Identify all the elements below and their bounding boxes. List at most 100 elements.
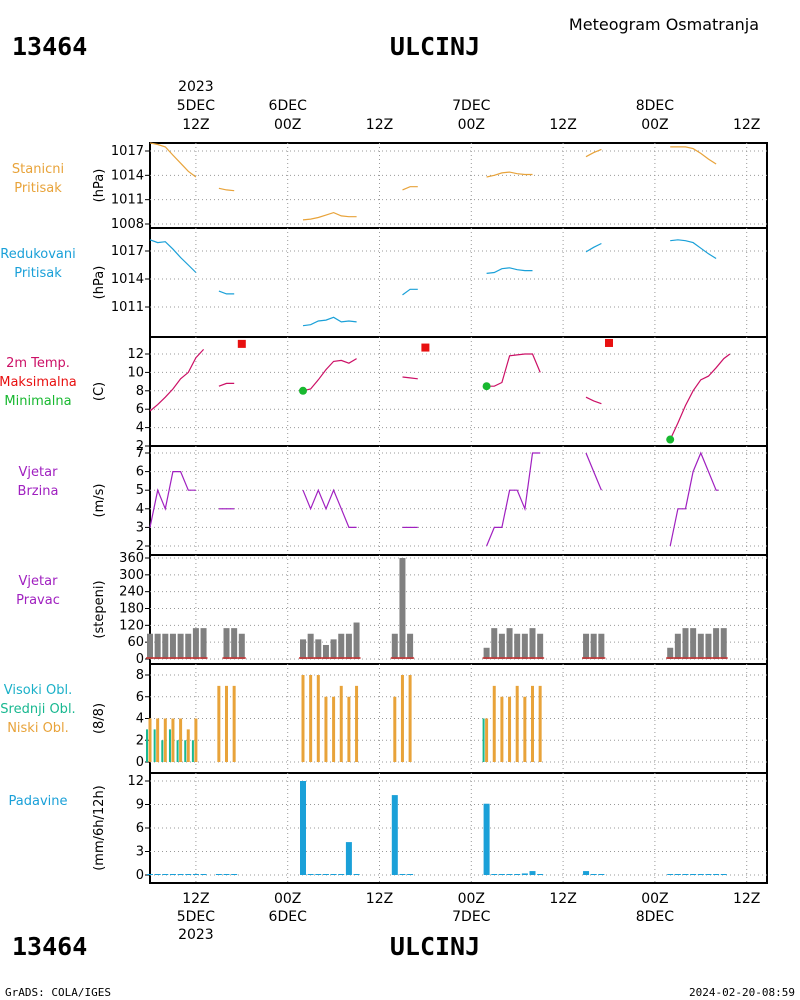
bar-mark: [485, 718, 489, 762]
y-tick-label: 360: [119, 551, 144, 566]
series-temperature: [149, 348, 731, 440]
bar-mark: [598, 874, 605, 875]
bar-mark: [332, 696, 336, 762]
bar-mark: [483, 647, 490, 659]
bar-mark: [223, 628, 230, 659]
panel-clouds: 8 6 4 2 0 (8/8) Visoki Obl. Srednji Obl. Niski O…: [0, 663, 768, 774]
bar-mark: [153, 729, 156, 762]
bar-mark: [713, 874, 720, 875]
y-tick-label: 300: [119, 568, 144, 583]
bar-mark: [345, 633, 352, 659]
bar-mark: [315, 874, 322, 875]
station-id-bottom: 13464: [12, 932, 87, 961]
panel-label: Maksimalna: [0, 375, 77, 390]
time-label-hour: 12Z: [733, 891, 760, 907]
bar-mark: [300, 639, 306, 659]
bar-mark: [147, 874, 153, 875]
bar-mark: [408, 675, 412, 762]
time-label-hour: 00Z: [641, 891, 668, 907]
bar-mark: [491, 628, 498, 659]
bar-mark: [355, 685, 359, 762]
bar-mark: [316, 675, 320, 762]
y-tick-label: 4: [136, 421, 144, 436]
panel-label: Srednji Obl.: [0, 702, 75, 717]
panel-label: Niski Obl.: [7, 721, 69, 736]
bar-mark: [705, 874, 712, 875]
panel-label: Visoki Obl.: [4, 683, 72, 698]
bar-mark: [514, 874, 521, 875]
bar-mark: [176, 740, 179, 762]
bar-mark: [590, 633, 597, 659]
bar-mark: [667, 874, 674, 875]
time-label-year: 2023: [178, 79, 214, 95]
series-line-segment: [669, 451, 719, 547]
bar-mark: [309, 675, 313, 762]
y-axis-unit-label: (hPa): [92, 169, 107, 203]
y-axis-unit-label: (C): [92, 382, 107, 401]
panel-label: Stanicni: [12, 162, 64, 177]
y-tick-label: 8: [136, 668, 144, 683]
bar-mark: [391, 633, 398, 659]
time-label-hour: 12Z: [366, 891, 393, 907]
bar-mark: [154, 874, 161, 875]
bar-mark: [720, 874, 727, 875]
time-axis-top: 12Z 5DEC 2023 00Z 6DEC 12Z 00Z 7DEC 12Z 00Z 8DEC 12…: [177, 79, 761, 133]
bar-mark: [347, 696, 351, 762]
bar-mark: [482, 718, 485, 762]
time-label-day: 6DEC: [269, 98, 308, 114]
bar-mark: [537, 633, 544, 659]
bar-mark: [179, 718, 183, 762]
series-station_pressure: [149, 142, 717, 221]
bar-mark: [537, 874, 544, 875]
time-label-hour: 00Z: [458, 891, 485, 907]
bar-mark: [498, 874, 505, 875]
time-label-hour: 12Z: [733, 117, 760, 133]
bar-mark: [690, 628, 697, 659]
bar-mark: [399, 558, 406, 659]
bar-mark: [583, 633, 590, 659]
time-label-day: 5DEC: [177, 98, 216, 114]
bar-mark: [184, 740, 187, 762]
panel-label: Vjetar: [19, 574, 59, 589]
bar-mark: [498, 633, 505, 659]
series-line-segment: [218, 290, 235, 295]
bar-mark: [529, 871, 536, 875]
panel-frame: [149, 142, 768, 229]
bar-mark: [186, 729, 190, 762]
bar-mark: [353, 622, 360, 659]
y-tick-label: 6: [136, 690, 144, 705]
y-tick-label: 3: [136, 845, 144, 860]
bar-mark: [674, 633, 681, 659]
y-tick-label: 1014: [111, 168, 144, 183]
min-temp-marker: [482, 382, 491, 391]
bar-mark: [345, 842, 352, 875]
bar-mark: [682, 628, 689, 659]
station-id-top: 13464: [12, 32, 87, 61]
bar-mark: [169, 874, 176, 875]
bar-mark: [492, 685, 496, 762]
bar-mark: [514, 633, 521, 659]
time-label-hour: 00Z: [641, 117, 668, 133]
bar-mark: [307, 874, 314, 875]
y-tick-label: 5: [136, 483, 144, 498]
bar-mark: [531, 685, 534, 762]
bar-mark: [147, 633, 153, 659]
footer-right: 2024-02-20-08:59: [689, 986, 795, 999]
time-label-day: 7DEC: [452, 98, 491, 114]
y-tick-label: 8: [136, 384, 144, 399]
y-tick-label: 12: [127, 347, 144, 362]
panel-label: Brzina: [18, 484, 59, 499]
max-temp-marker: [237, 339, 246, 348]
y-tick-label: 4: [136, 502, 144, 517]
bar-mark: [330, 874, 337, 875]
panel-wind_speed: 7 6 5 4 3 2 (m/s) Vjetar Brzina: [18, 445, 768, 556]
panel-label: 2m Temp.: [6, 356, 70, 371]
time-label-day: 5DEC: [177, 909, 216, 925]
bar-mark: [682, 874, 689, 875]
y-tick-label: 1017: [111, 244, 144, 259]
bar-mark: [148, 718, 152, 762]
chart-title: Meteogram Osmatranja: [569, 15, 759, 34]
series-line-segment: [670, 146, 717, 165]
y-tick-label: 1008: [111, 217, 144, 232]
bar-mark: [301, 675, 305, 762]
